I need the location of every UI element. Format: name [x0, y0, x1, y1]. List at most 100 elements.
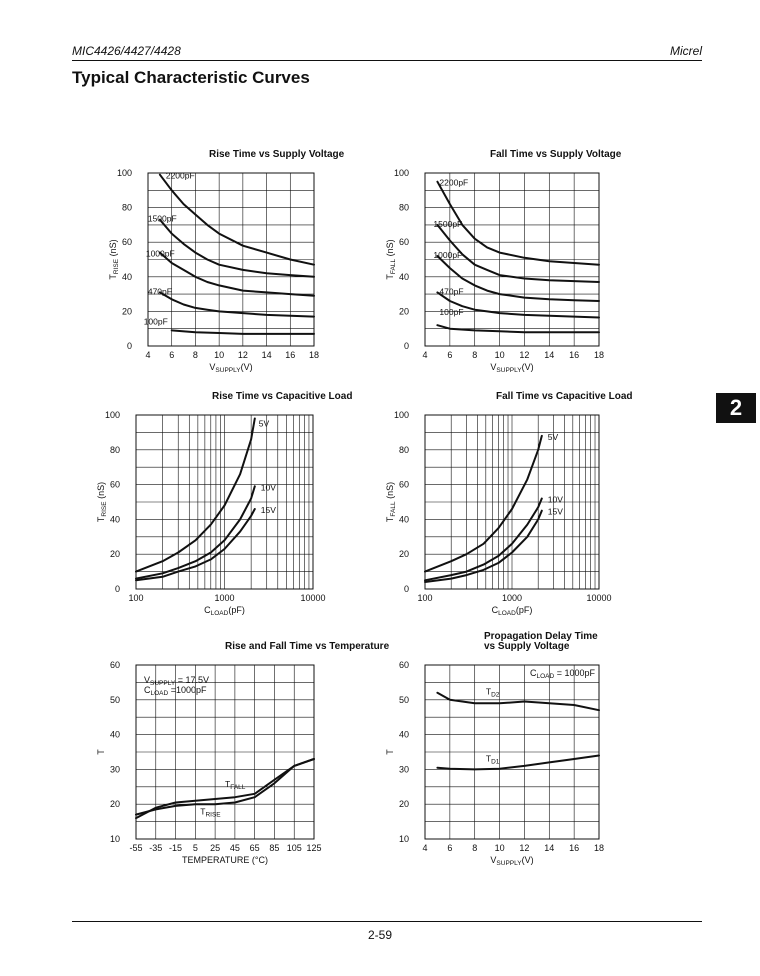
y-tick-label: 100 — [394, 410, 409, 420]
series-line-tfall — [135, 758, 315, 820]
y-tick-label: 20 — [122, 306, 132, 316]
y-tick-label: 40 — [110, 730, 120, 740]
y-tick-label: 30 — [399, 764, 409, 774]
x-tick-label: -55 — [129, 843, 142, 853]
y-axis-label-group: TFALL (nS) — [385, 482, 397, 522]
x-axis-label: VSUPPLY(V) — [490, 362, 533, 374]
x-tick-label: -35 — [149, 843, 162, 853]
x-axis-label: CLOAD(pF) — [204, 605, 245, 617]
y-tick-label: 20 — [399, 549, 409, 559]
series-label: 470pF — [439, 286, 463, 296]
series-line-5v — [424, 434, 543, 573]
plot-frame — [135, 414, 314, 590]
series-line-100pf — [436, 324, 600, 334]
y-axis-label: TRISE (nS) — [108, 239, 120, 279]
x-tick-label: 10 — [214, 350, 224, 360]
chart-grid — [425, 415, 599, 589]
x-tick-label: 6 — [447, 350, 452, 360]
series-line-470pf — [158, 291, 315, 318]
y-tick-label: 40 — [122, 272, 132, 282]
x-tick-label: 100 — [128, 593, 143, 603]
series-label: TFALL — [225, 779, 246, 791]
series-label: 15V — [261, 505, 276, 515]
chart-grid — [136, 665, 314, 839]
plot-frame — [135, 664, 315, 840]
y-tick-label: 20 — [399, 799, 409, 809]
series-label: 2200pF — [439, 178, 468, 188]
y-tick-label: 60 — [122, 237, 132, 247]
series-line-2200pf — [158, 173, 315, 266]
x-tick-label: 10 — [495, 350, 505, 360]
y-tick-label: 30 — [110, 764, 120, 774]
chart-1: Rise Time vs Supply Voltage 0 20 40 60 80 100 4… — [108, 149, 345, 374]
x-tick-label: 18 — [594, 843, 604, 853]
x-tick-label: 12 — [519, 843, 529, 853]
page-number: 2-59 — [367, 928, 393, 942]
document-header-right: Micrel — [670, 44, 702, 58]
y-axis-label: TFALL (nS) — [385, 482, 397, 522]
x-tick-label: 6 — [169, 350, 174, 360]
series-line-15v — [424, 509, 543, 583]
x-axis-label: VSUPPLY(V) — [209, 362, 252, 374]
chart-grid — [425, 665, 599, 839]
series-line-10v — [424, 497, 543, 582]
y-axis-label-group: TRISE (nS) — [96, 482, 108, 522]
x-tick-label: -15 — [169, 843, 182, 853]
y-tick-label: 0 — [404, 584, 409, 594]
series-line-100pf — [170, 329, 315, 335]
y-tick-label: 60 — [110, 480, 120, 490]
y-tick-label: 80 — [122, 203, 132, 213]
y-tick-label: 50 — [399, 695, 409, 705]
series-label: 10V — [548, 495, 563, 505]
x-tick-label: 65 — [250, 843, 260, 853]
plot-frame — [147, 172, 315, 347]
series-label: 2200pF — [166, 171, 195, 181]
series-line-2200pf — [436, 180, 600, 266]
chart-3: Rise Time vs Capacitive Load 0 20 40 60 80 100… — [96, 391, 352, 617]
series-label: 5V — [259, 418, 270, 428]
series-line-td1 — [436, 754, 600, 771]
x-tick-label: 14 — [262, 350, 272, 360]
x-tick-label: 45 — [230, 843, 240, 853]
series-line-1000pf — [436, 255, 600, 302]
x-tick-label: 85 — [269, 843, 279, 853]
series-label: 100pF — [439, 307, 463, 317]
series-label: 100pF — [144, 316, 168, 326]
series-line-470pf — [436, 291, 600, 319]
series-label: 10V — [261, 482, 276, 492]
series-label: TD1 — [486, 754, 500, 766]
series-label: 5V — [548, 432, 559, 442]
y-tick-label: 20 — [399, 306, 409, 316]
y-axis-label: TRISE (nS) — [96, 482, 108, 522]
y-tick-label: 50 — [110, 695, 120, 705]
y-tick-label: 100 — [394, 168, 409, 178]
series-label: TRISE — [200, 807, 221, 819]
x-tick-label: 12 — [238, 350, 248, 360]
chart-2: Fall Time vs Supply Voltage 0 20 40 60 80 100 4… — [385, 149, 622, 374]
chart-grid — [136, 415, 313, 589]
header-rule — [72, 60, 702, 61]
series-line-1500pf — [158, 218, 315, 278]
x-tick-label: 8 — [472, 350, 477, 360]
y-tick-label: 40 — [110, 514, 120, 524]
series-line-5v — [135, 417, 256, 573]
y-axis-label: T — [385, 749, 395, 755]
x-axis-label: TEMPERATURE (°C) — [182, 855, 268, 865]
series-line-td2 — [436, 691, 600, 712]
y-axis-label: T — [96, 749, 106, 755]
x-tick-label: 4 — [422, 350, 427, 360]
x-tick-label: 1000 — [502, 593, 522, 603]
chart-title: Fall Time vs Capacitive Load — [496, 391, 633, 402]
y-axis-label-group: TFALL (nS) — [385, 239, 397, 279]
chart-title: Rise Time vs Supply Voltage — [209, 149, 345, 160]
chart-title: Propagation Delay Time — [484, 631, 598, 642]
y-tick-label: 0 — [404, 341, 409, 351]
x-tick-label: 10000 — [300, 593, 325, 603]
x-tick-label: 105 — [287, 843, 302, 853]
y-tick-label: 10 — [399, 834, 409, 844]
x-tick-label: 125 — [306, 843, 321, 853]
plot-frame — [424, 172, 600, 347]
x-tick-label: 25 — [210, 843, 220, 853]
y-tick-label: 80 — [399, 445, 409, 455]
series-label: 1500pF — [148, 214, 177, 224]
